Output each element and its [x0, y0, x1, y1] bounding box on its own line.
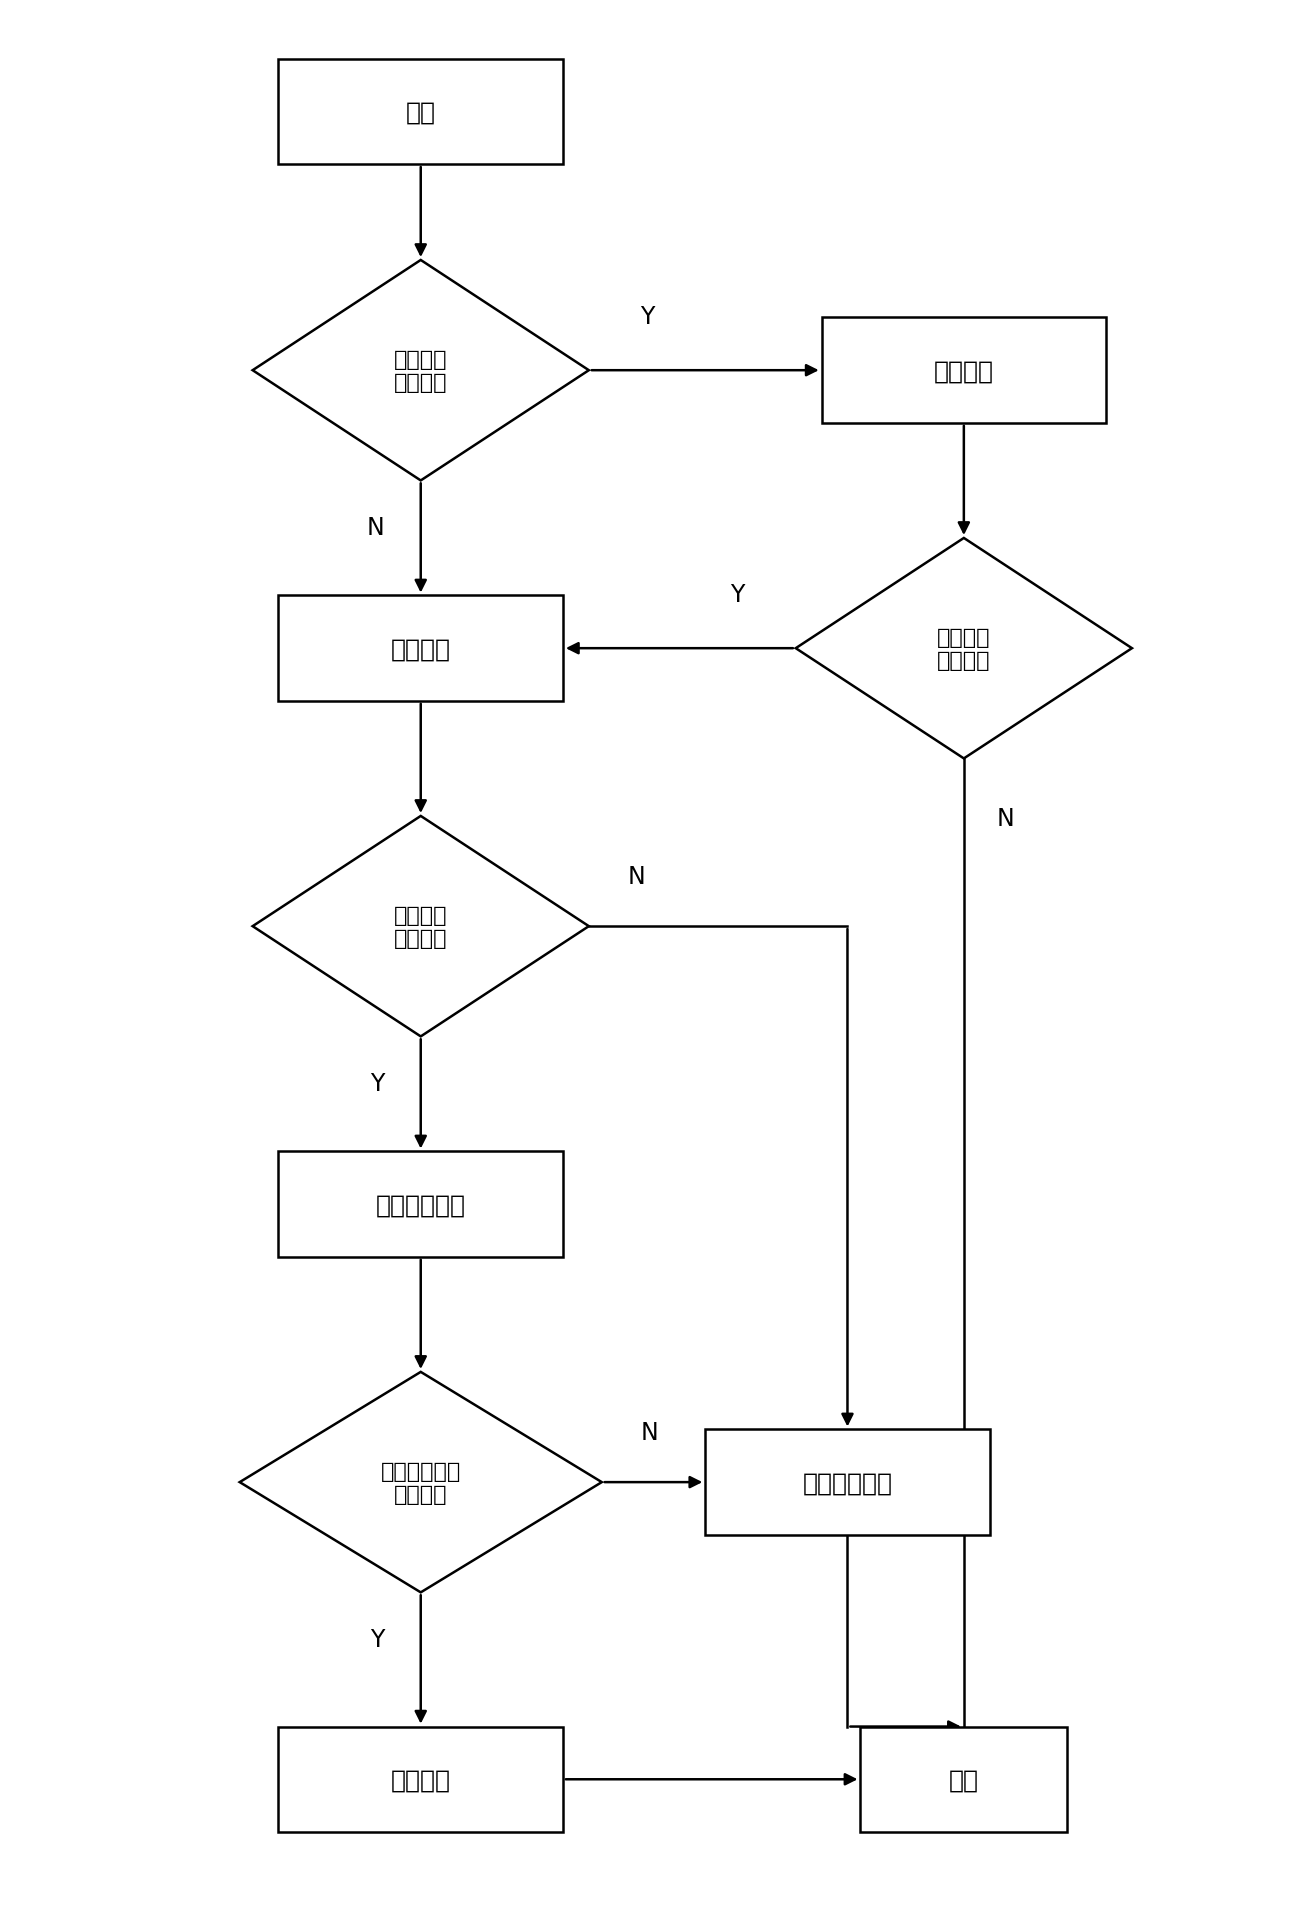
FancyBboxPatch shape: [278, 60, 563, 166]
Text: Y: Y: [640, 305, 655, 328]
Text: 是否需要
前台复核: 是否需要 前台复核: [393, 349, 447, 392]
Polygon shape: [252, 816, 589, 1036]
Text: Y: Y: [370, 1627, 384, 1650]
Text: N: N: [996, 807, 1014, 832]
Text: Y: Y: [729, 583, 744, 606]
Text: 审批授权复核
是否通过: 审批授权复核 是否通过: [380, 1461, 461, 1503]
Text: 审批授权复核: 审批授权复核: [375, 1193, 465, 1216]
FancyBboxPatch shape: [860, 1727, 1068, 1832]
FancyBboxPatch shape: [278, 1727, 563, 1832]
FancyBboxPatch shape: [822, 318, 1106, 425]
Text: 主机记账: 主机记账: [391, 1768, 451, 1791]
Text: 审批授权退票: 审批授权退票: [802, 1471, 893, 1494]
Polygon shape: [796, 538, 1132, 758]
Text: N: N: [640, 1420, 659, 1444]
Text: 综合经办: 综合经办: [391, 637, 451, 660]
Polygon shape: [239, 1372, 601, 1592]
FancyBboxPatch shape: [278, 596, 563, 701]
Text: N: N: [367, 515, 384, 540]
Text: Y: Y: [370, 1071, 384, 1096]
Text: 结束: 结束: [949, 1768, 979, 1791]
Text: 前台复核
是否通过: 前台复核 是否通过: [937, 627, 991, 670]
Text: 前台复核: 前台复核: [933, 359, 993, 382]
FancyBboxPatch shape: [706, 1430, 989, 1534]
Text: N: N: [627, 865, 646, 888]
FancyBboxPatch shape: [278, 1152, 563, 1256]
Text: 综合经办
是否通过: 综合经办 是否通过: [393, 905, 447, 948]
Polygon shape: [252, 261, 589, 481]
Text: 开始: 开始: [405, 100, 435, 124]
